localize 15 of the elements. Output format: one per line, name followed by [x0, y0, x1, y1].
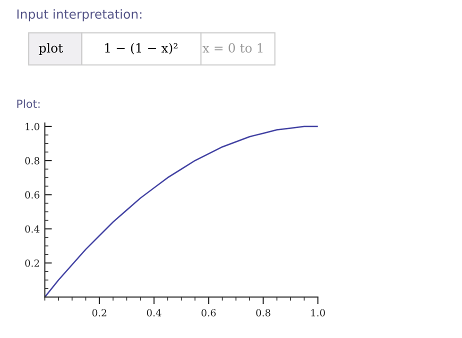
y-tick-label: 0.2	[25, 259, 39, 267]
text: x = 0 to 1	[202, 43, 262, 53]
text: plot	[38, 42, 63, 56]
text: 1 − (1 − x)²	[105, 42, 178, 54]
text: Input interpretation:	[17, 9, 142, 22]
y-tick-label: 1.0	[26, 122, 40, 130]
y-tick-label: 0.8	[25, 157, 40, 164]
y-tick-label: 0.4	[25, 225, 40, 233]
x-tick-label: 0.2	[92, 309, 106, 316]
x-tick-label: 0.4	[146, 309, 162, 316]
x-tick-label: 0.6	[202, 309, 216, 316]
x-tick-label: 1.0	[311, 309, 325, 316]
x-tick-label: 0.8	[256, 309, 270, 316]
text: Plot:	[17, 99, 40, 108]
y-tick-label: 0.6	[25, 191, 40, 199]
